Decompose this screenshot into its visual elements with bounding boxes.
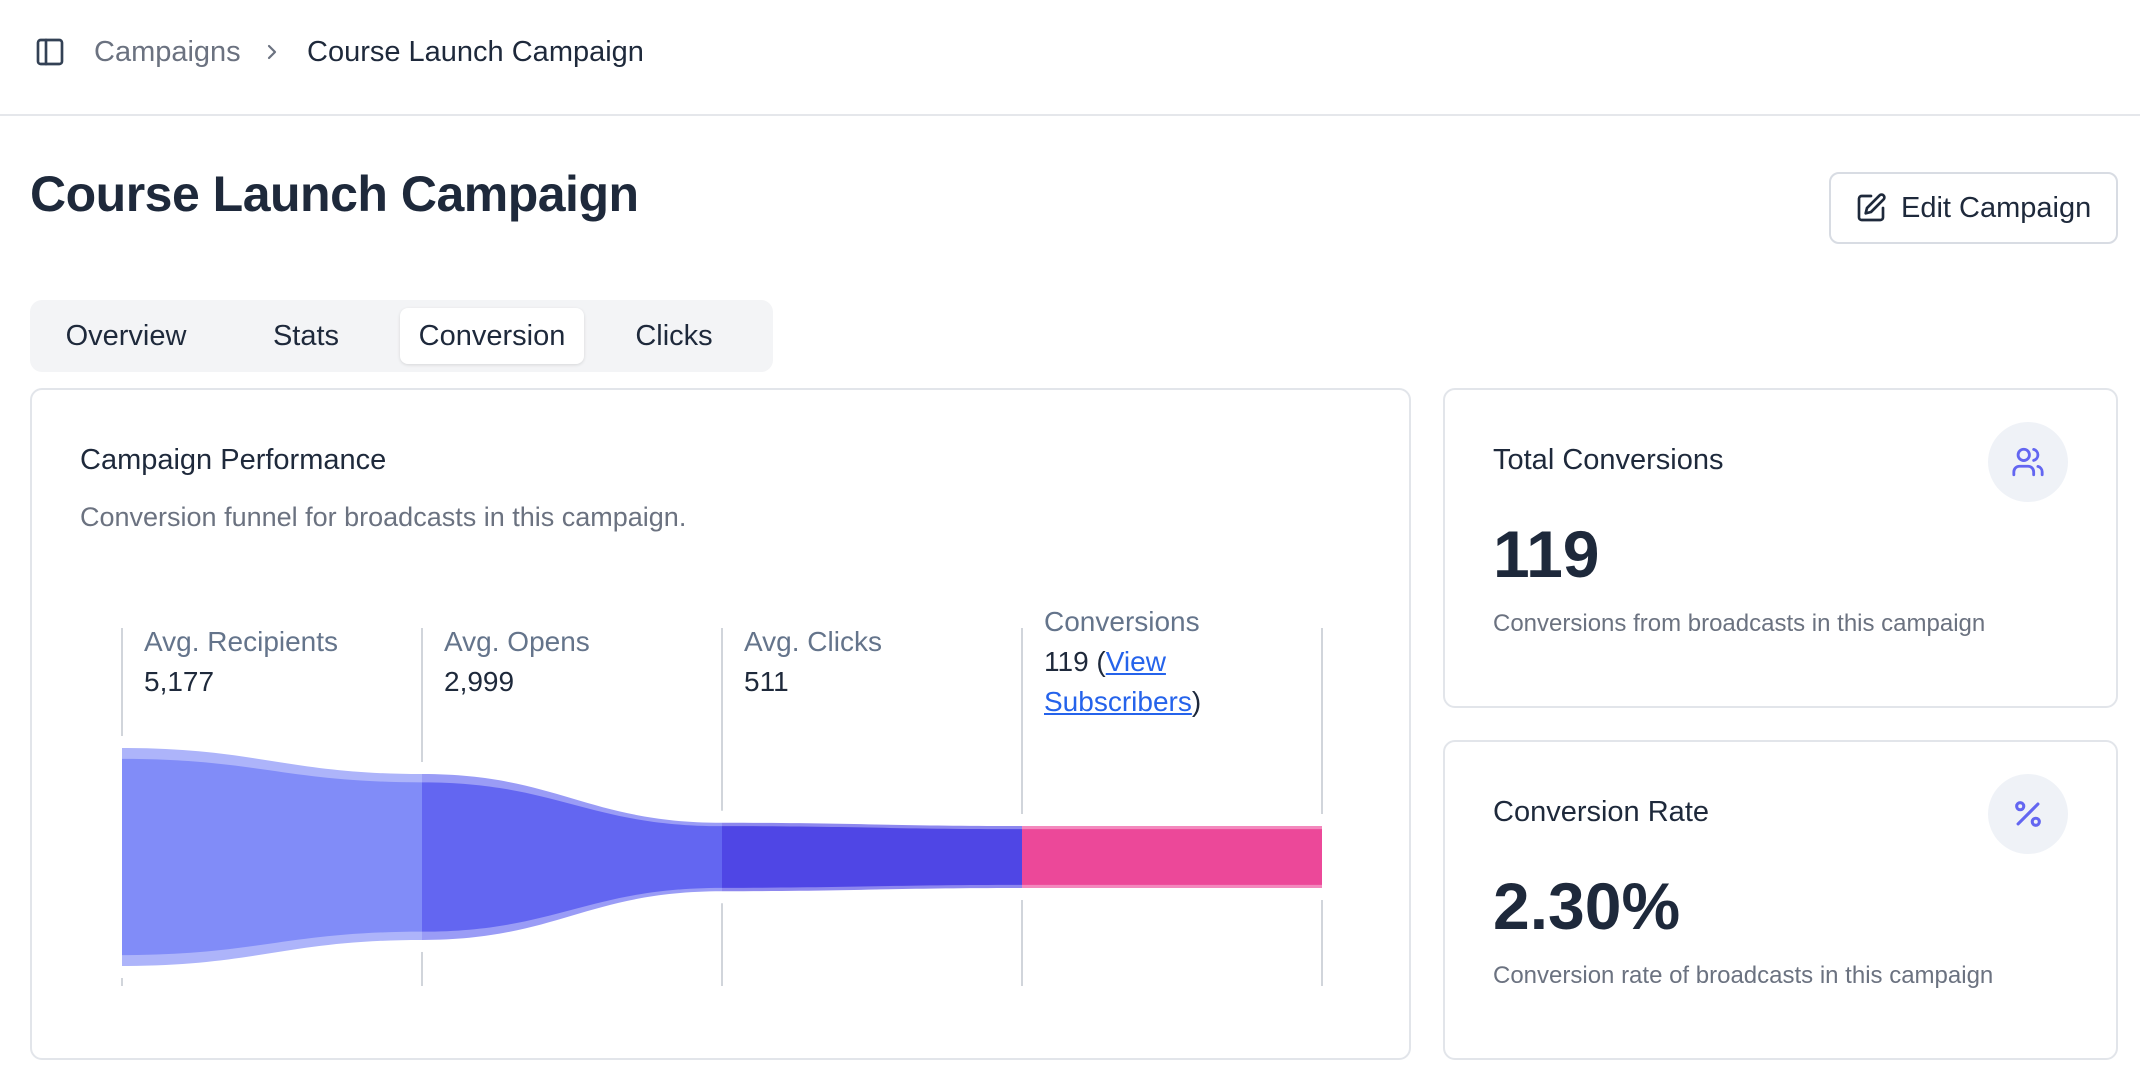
campaign-performance-card: Campaign Performance Conversion funnel f… [30, 388, 1411, 1060]
sidebar-toggle-icon[interactable] [34, 36, 66, 68]
funnel-segment-2 [722, 826, 1022, 888]
stage-value-conversions: 119 (View Subscribers) [1044, 646, 1202, 717]
stage-label-clicks: Avg. Clicks [744, 626, 882, 657]
edit-campaign-label: Edit Campaign [1901, 191, 2092, 224]
stage-label-recipients: Avg. Recipients [144, 626, 339, 657]
funnel-segment-1 [422, 782, 722, 932]
card-subtitle: Conversion funnel for broadcasts in this… [80, 502, 687, 532]
funnel-segment-3 [1022, 829, 1322, 885]
total-conversions-title: Total Conversions [1493, 444, 1724, 476]
top-bar: Campaigns Course Launch Campaign [0, 0, 2140, 116]
stage-value-recipients: 5,177 [144, 666, 215, 697]
conversion-rate-description: Conversion rate of broadcasts in this ca… [1493, 962, 1994, 989]
users-icon [1988, 422, 2068, 502]
edit-icon [1857, 193, 1886, 222]
tab-conversion[interactable]: Conversion [400, 308, 584, 364]
conversion-rate-value: 2.30% [1493, 869, 1681, 943]
tab-stats[interactable]: Stats [272, 320, 340, 352]
tab-overview[interactable]: Overview [65, 320, 187, 352]
stage-value-opens: 2,999 [444, 666, 515, 697]
conversion-rate-title: Conversion Rate [1493, 796, 1709, 828]
total-conversions-card: Total Conversions 119 Conversions from b… [1443, 388, 2118, 708]
tab-list: Overview Stats Conversion Clicks [30, 300, 773, 372]
edit-campaign-button[interactable]: Edit Campaign [1829, 172, 2118, 244]
breadcrumb-campaigns-link[interactable]: Campaigns [94, 36, 241, 68]
stage-value-clicks: 511 [744, 666, 789, 697]
funnel-chart [121, 628, 1323, 986]
total-conversions-description: Conversions from broadcasts in this camp… [1493, 610, 1986, 637]
conversions-count: 119 [1044, 646, 1089, 677]
page-title: Course Launch Campaign [30, 166, 639, 222]
percent-icon [1988, 774, 2068, 854]
stage-label-opens: Avg. Opens [444, 626, 590, 657]
total-conversions-value: 119 [1493, 517, 1600, 591]
view-subscribers-link[interactable]: View Subscribers [1044, 646, 1192, 717]
funnel-segment-0 [122, 758, 422, 956]
conversion-rate-card: Conversion Rate 2.30% Conversion rate of… [1443, 740, 2118, 1060]
card-title: Campaign Performance [80, 444, 387, 476]
tab-clicks[interactable]: Clicks [635, 320, 713, 352]
stage-label-conversions: Conversions [1044, 606, 1200, 637]
chevron-right-icon [267, 44, 277, 60]
breadcrumb-current: Course Launch Campaign [307, 36, 644, 68]
